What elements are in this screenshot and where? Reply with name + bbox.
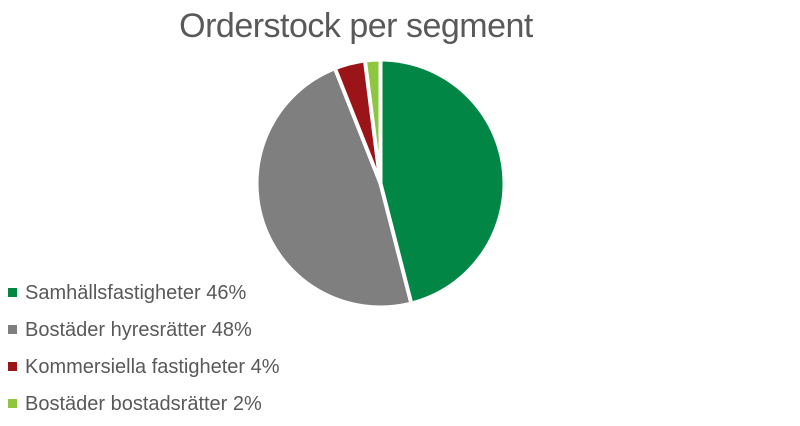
chart-title: Orderstock per segment: [179, 7, 533, 45]
legend-item: Kommersiella fastigheter 4%: [8, 348, 280, 385]
slice-separator: [333, 69, 383, 185]
legend-marker: [8, 362, 17, 371]
legend-item: Samhällsfastigheter 46%: [8, 274, 280, 311]
slice-separator: [363, 62, 383, 184]
legend-label: Samhällsfastigheter 46%: [25, 281, 247, 304]
legend-label: Bostäder bostadsrätter 2%: [25, 392, 262, 415]
legend: Samhällsfastigheter 46% Bostäder hyresrät…: [8, 274, 280, 422]
legend-label: Bostäder hyresrätter 48%: [25, 318, 252, 341]
legend-item: Bostäder bostadsrätter 2%: [8, 385, 280, 422]
legend-marker: [8, 288, 17, 297]
legend-marker: [8, 325, 17, 334]
pie-slice-bost-der-hyresr-tter: [258, 70, 411, 306]
legend-label: Kommersiella fastigheter 4%: [25, 355, 280, 378]
pie-chart: [258, 61, 503, 306]
legend-marker: [8, 399, 17, 408]
legend-item: Bostäder hyresrätter 48%: [8, 311, 280, 348]
slice-separator: [378, 183, 413, 303]
pie-slice-samh-llsfastigheter: [380, 61, 503, 302]
